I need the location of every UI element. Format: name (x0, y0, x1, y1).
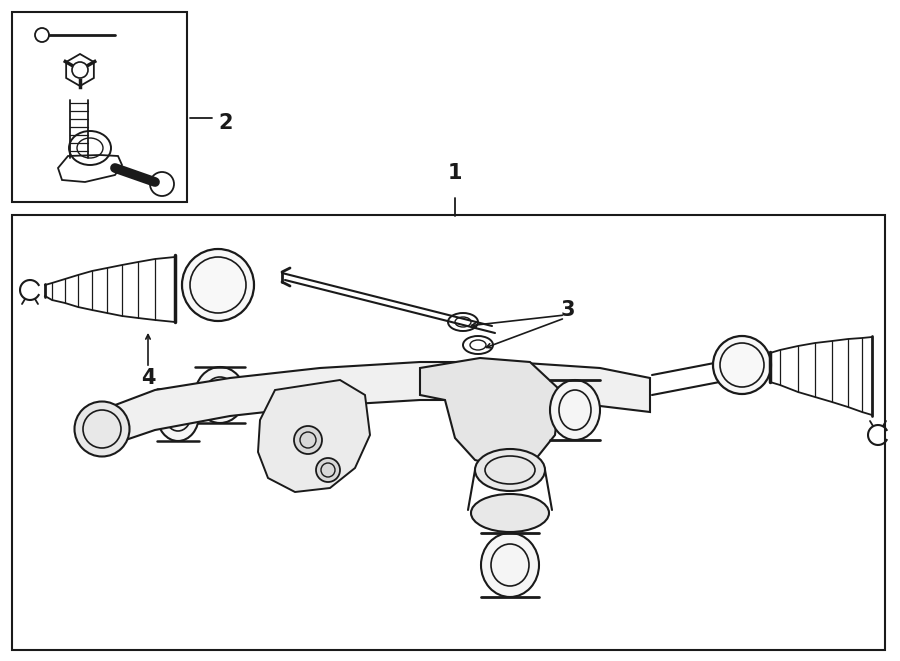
Polygon shape (258, 380, 370, 492)
Text: 2: 2 (218, 113, 232, 133)
Polygon shape (420, 358, 560, 468)
Ellipse shape (75, 401, 130, 457)
Text: 1: 1 (448, 163, 463, 183)
Ellipse shape (475, 449, 545, 491)
Ellipse shape (713, 336, 771, 394)
Text: 3: 3 (561, 300, 575, 320)
Ellipse shape (471, 494, 549, 532)
Ellipse shape (481, 533, 539, 597)
Text: 4: 4 (140, 368, 155, 388)
Polygon shape (102, 362, 650, 448)
Bar (12, 12, 187, 202)
Ellipse shape (550, 380, 600, 440)
Circle shape (294, 426, 322, 454)
Ellipse shape (182, 249, 254, 321)
Ellipse shape (157, 389, 199, 441)
Ellipse shape (195, 367, 245, 423)
Circle shape (316, 458, 340, 482)
Bar (12, 215, 885, 650)
